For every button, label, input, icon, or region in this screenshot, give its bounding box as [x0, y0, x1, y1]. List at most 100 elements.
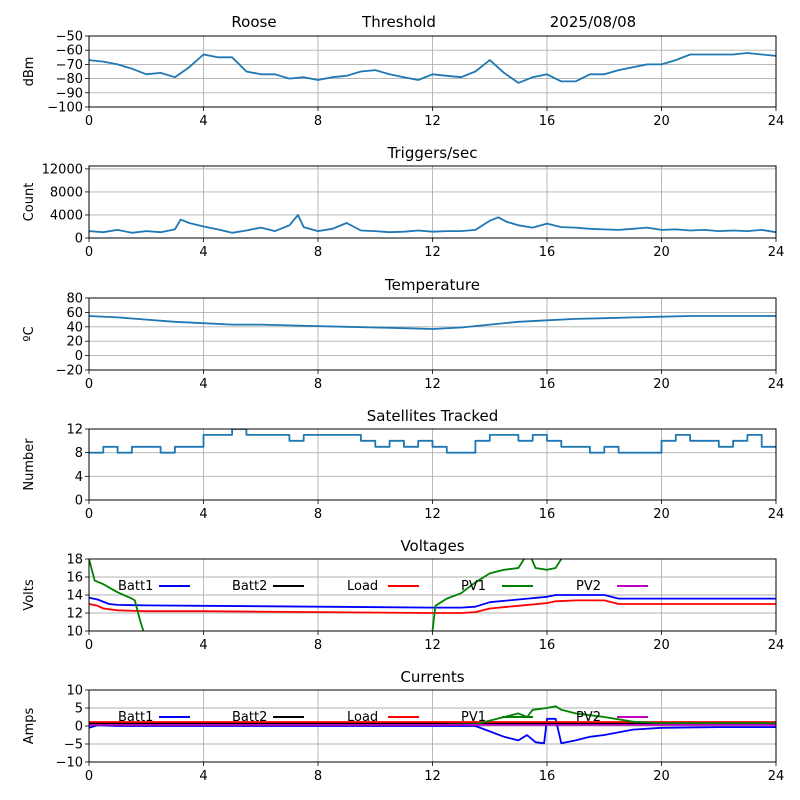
x-tick-label: 20 — [653, 114, 670, 129]
series-group — [89, 559, 776, 631]
header-date: 2025/08/08 — [550, 13, 636, 31]
x-tick-label: 0 — [85, 245, 93, 260]
y-tick-label: 4000 — [50, 208, 83, 223]
x-tick-label: 4 — [199, 769, 207, 784]
x-tick-label: 0 — [85, 769, 93, 784]
chart-panel-3: Satellites Tracked 0 4 8 12 16 20 24 0 4 8 12 Number — [22, 407, 784, 522]
y-tick-label: −60 — [56, 44, 83, 59]
x-tick-label: 8 — [314, 638, 322, 653]
y-tick-label: 60 — [66, 306, 83, 321]
y-tick-label: −50 — [56, 30, 83, 45]
x-tick-label: 24 — [768, 769, 785, 784]
y-tick-label: −70 — [56, 58, 83, 73]
series-group — [89, 214, 776, 234]
x-tick-label: 12 — [424, 507, 441, 522]
y-tick-label: 0 — [75, 349, 83, 364]
y-tick-label: 80 — [66, 292, 83, 307]
legend-label-load: Load — [347, 579, 378, 594]
x-tick-label: 4 — [199, 377, 207, 392]
x-tick-label: 20 — [653, 377, 670, 392]
panel-title: Temperature — [384, 276, 480, 294]
x-tick-label: 4 — [199, 638, 207, 653]
x-tick-label: 16 — [539, 769, 556, 784]
x-tick-label: 8 — [314, 377, 322, 392]
x-tick-label: 8 — [314, 245, 322, 260]
x-tick-label: 12 — [424, 245, 441, 260]
x-tick-label: 24 — [768, 638, 785, 653]
chart-panels: 0 4 8 12 16 20 24−100−90−80−70−60−50dBmTrigger… — [22, 30, 784, 785]
header-site: Roose — [231, 13, 276, 31]
legend-label-pv1: PV1 — [461, 710, 486, 725]
y-tick-label: 12 — [66, 607, 83, 622]
x-tick-label: 20 — [653, 638, 670, 653]
x-tick-label: 16 — [539, 377, 556, 392]
y-tick-label: 10 — [66, 684, 83, 699]
legend-label-batt1: Batt1 — [118, 579, 153, 594]
x-tick-label: 16 — [539, 245, 556, 260]
y-axis-label: ºC — [22, 326, 37, 341]
panel-title: Voltages — [400, 537, 464, 555]
y-tick-label: 8000 — [50, 185, 83, 200]
x-tick-label: 24 — [768, 377, 785, 392]
y-axis-label: Amps — [22, 707, 37, 744]
x-tick-label: 12 — [424, 638, 441, 653]
header-mode: Threshold — [361, 13, 436, 31]
y-tick-label: 14 — [66, 589, 83, 604]
y-tick-label: 10 — [66, 625, 83, 640]
series-line-pv1 — [89, 705, 776, 726]
x-tick-label: 20 — [653, 769, 670, 784]
y-tick-label: 5 — [75, 702, 83, 717]
x-tick-label: 24 — [768, 507, 785, 522]
series-line — [89, 52, 776, 84]
y-axis-label: Number — [22, 438, 37, 491]
y-tick-label: −5 — [64, 738, 83, 753]
y-tick-label: 12000 — [42, 162, 83, 177]
x-tick-label: 0 — [85, 507, 93, 522]
y-tick-label: 12 — [66, 423, 83, 438]
y-axis-label: Volts — [22, 579, 37, 611]
legend-label-batt2: Batt2 — [232, 579, 267, 594]
chart-panel-0: 0 4 8 12 16 20 24 −100−90−80−70−60−50 dBm — [22, 30, 784, 130]
x-tick-label: 8 — [314, 114, 322, 129]
x-tick-label: 4 — [199, 114, 207, 129]
series-group — [89, 429, 776, 454]
y-tick-label: 16 — [66, 571, 83, 586]
y-axis-label: Count — [22, 183, 37, 222]
legend-label-batt1: Batt1 — [118, 710, 153, 725]
series-line-pv1 — [431, 559, 563, 631]
x-tick-label: 12 — [424, 377, 441, 392]
x-tick-label: 16 — [539, 638, 556, 653]
x-tick-label: 20 — [653, 507, 670, 522]
series-group — [89, 52, 776, 84]
x-tick-label: 0 — [85, 377, 93, 392]
series-line-load — [89, 599, 776, 614]
x-tick-label: 8 — [314, 507, 322, 522]
panel-title: Currents — [400, 668, 464, 686]
y-tick-label: 8 — [75, 446, 83, 461]
legend-label-pv2: PV2 — [576, 579, 601, 594]
series-line-batt1 — [89, 594, 776, 609]
series-line — [89, 214, 776, 234]
series-group — [89, 315, 776, 330]
x-tick-label: 0 — [85, 114, 93, 129]
y-tick-label: 40 — [66, 320, 83, 335]
chart-panel-4: Voltages Batt1 Batt2 Load PV1 PV2 0 4 8 12 16 20 24 1… — [22, 537, 784, 653]
y-tick-label: 0 — [75, 720, 83, 735]
y-tick-label: −10 — [56, 756, 83, 771]
y-tick-label: 20 — [66, 335, 83, 350]
chart-panel-1: Triggers/sec 0 4 8 12 16 20 24 0 4000 8000 12000 Cou… — [22, 144, 784, 260]
x-tick-label: 24 — [768, 114, 785, 129]
y-axis-label: dBm — [22, 57, 37, 87]
legend-label-batt2: Batt2 — [232, 710, 267, 725]
y-tick-label: −90 — [56, 86, 83, 101]
legend-label-load: Load — [347, 710, 378, 725]
panel-title: Triggers/sec — [387, 144, 478, 162]
y-tick-label: −80 — [56, 72, 83, 87]
series-line — [89, 429, 776, 454]
series-group — [89, 705, 776, 745]
x-tick-label: 16 — [539, 507, 556, 522]
y-tick-label: 4 — [75, 470, 83, 485]
